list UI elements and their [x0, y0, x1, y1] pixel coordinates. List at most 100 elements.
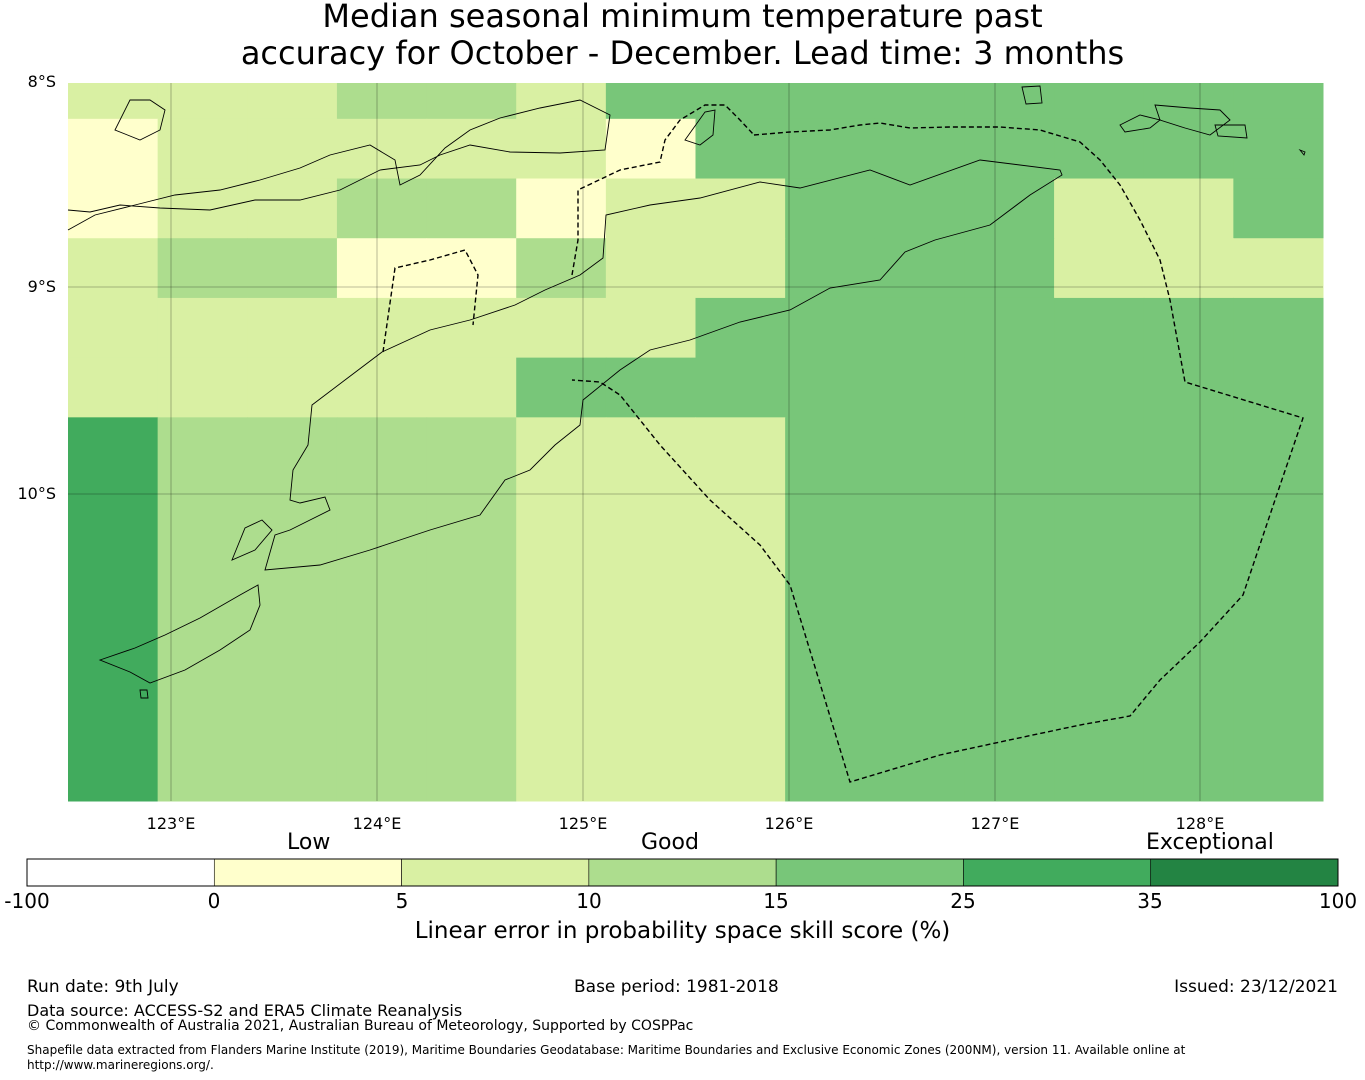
lat-label-9s: 9°S [27, 277, 56, 296]
grid-cell [785, 417, 876, 802]
grid-cell [68, 297, 159, 359]
coastline-timor [264, 159, 1063, 571]
shapefile-url: http://www.marineregions.org/. [27, 1058, 214, 1072]
grid-cell [874, 178, 965, 239]
grid-cell [1143, 417, 1234, 802]
grid-cell [68, 83, 159, 120]
colorbar-segments [26, 858, 1339, 887]
grid-cell [1054, 118, 1145, 180]
grid-cell [336, 83, 428, 120]
lat-label-10s: 10°S [17, 484, 56, 503]
colorbar-segment [588, 858, 777, 887]
coastline-flores [67, 99, 611, 231]
coastline-rote [98, 584, 261, 684]
colorbar-segment [26, 858, 215, 887]
grid-cell [605, 357, 696, 418]
grid-cell [426, 83, 517, 120]
grid-cell [695, 357, 786, 418]
grid-cell [1143, 178, 1234, 239]
coastline-islet [1021, 85, 1043, 105]
grid-cell [1233, 118, 1324, 180]
grid-cell [336, 357, 428, 418]
eez-boundary-oecusse [382, 249, 479, 353]
grid-cell [1054, 238, 1145, 299]
grid-cell [516, 178, 607, 239]
grid-cell [695, 297, 786, 359]
grid-cell [516, 238, 607, 299]
grid-cell [157, 83, 248, 120]
coastlines [67, 85, 1306, 699]
grid-cell [1054, 178, 1145, 239]
grid-cell [964, 297, 1055, 359]
colorbar-tick: 5 [395, 889, 409, 913]
grid-cell [1233, 238, 1324, 299]
grid-cell [605, 238, 696, 299]
grid-cell [695, 417, 786, 802]
grid-cell [157, 297, 248, 359]
colorbar-outline [26, 858, 1339, 887]
grid-cell [516, 357, 607, 418]
grid-cell [695, 118, 786, 180]
eez-boundary-timor-leste [571, 122, 1304, 783]
grid-cell [695, 238, 786, 299]
grid-cell [785, 118, 876, 180]
grid-cell [426, 178, 517, 239]
data-source: Data source: ACCESS-S2 and ERA5 Climate … [27, 1001, 463, 1020]
map-title-line-2: accuracy for October - December. Lead ti… [240, 34, 1125, 72]
coastline-ndao [139, 689, 149, 699]
grid-cell [605, 83, 696, 120]
grid-cell [874, 118, 965, 180]
grid-cell [336, 297, 428, 359]
grid-cell [605, 178, 696, 239]
grid-cell [516, 83, 607, 120]
colorbar-segment [1150, 858, 1339, 887]
colorbar-tick: 35 [1137, 889, 1163, 913]
run-date: Run date: 9th July [27, 977, 179, 997]
lon-label-127e: 127°E [970, 814, 1020, 833]
grid-cell [964, 357, 1055, 418]
grid-cell [68, 417, 159, 802]
colorbar-tick: 15 [763, 889, 789, 913]
grid-cell [247, 297, 338, 359]
map-title-line-1: Median seasonal minimum temperature past [322, 0, 1043, 35]
grid-cell [247, 178, 338, 239]
grid-cell [1233, 297, 1324, 359]
grid-cell [157, 417, 248, 802]
graticule [68, 83, 1323, 801]
grid-cell [964, 238, 1055, 299]
copyright-notice: © Commonwealth of Australia 2021, Austra… [27, 1018, 694, 1034]
colorbar [26, 858, 1339, 887]
grid-cell [1143, 297, 1234, 359]
colorbar-tick: -100 [4, 889, 50, 913]
eez-boundaries [382, 104, 1304, 783]
category-good: Good [641, 830, 699, 855]
coastline-wetar [1154, 104, 1231, 136]
grid-cell [247, 417, 338, 802]
grid-cell [605, 297, 696, 359]
colorbar-segment [775, 858, 964, 887]
grid-cell [785, 178, 876, 239]
grid-cell [1054, 417, 1145, 802]
grid-cell [874, 417, 965, 802]
grid-cell [874, 297, 965, 359]
grid-cell [426, 238, 517, 299]
category-low: Low [287, 830, 331, 855]
grid-cell [605, 118, 696, 180]
grid-cell [605, 417, 696, 802]
grid-cell [874, 238, 965, 299]
grid-cell [1233, 178, 1324, 239]
grid-cell [247, 118, 338, 180]
coastline-alor [1119, 114, 1161, 133]
colorbar-tick: 0 [207, 889, 221, 913]
grid-cell [247, 357, 338, 418]
grid-cell [68, 238, 159, 299]
coastline-islet [1214, 124, 1248, 139]
grid-cell [785, 83, 876, 120]
grid-cell [1054, 357, 1145, 418]
grid-cell [1233, 83, 1324, 120]
coastline-islet [1298, 148, 1306, 156]
grid-cell [964, 118, 1055, 180]
colorbar-segment [213, 858, 402, 887]
colorbar-caption: Linear error in probability space skill … [414, 918, 951, 944]
grid-cell [1143, 83, 1234, 120]
